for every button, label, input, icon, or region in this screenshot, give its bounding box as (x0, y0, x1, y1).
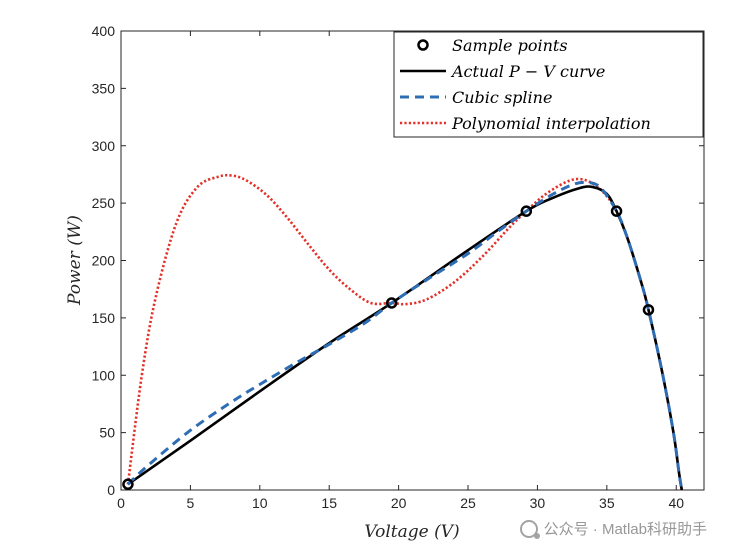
sample-point (385, 297, 398, 309)
x-tick-label: 15 (321, 495, 337, 511)
y-tick-label: 50 (99, 425, 115, 441)
x-axis-ticks: 0 5 10 15 20 25 30 35 40 (117, 31, 684, 511)
x-tick-label: 40 (668, 495, 684, 511)
y-tick-label: 300 (92, 138, 116, 154)
y-tick-label: 150 (92, 310, 116, 326)
x-tick-label: 20 (391, 495, 407, 511)
x-tick-label: 0 (117, 495, 125, 511)
sample-point (520, 205, 533, 217)
y-tick-label: 100 (92, 367, 116, 383)
marker-layer (122, 205, 655, 491)
y-axis-label: Power (W) (65, 215, 85, 306)
x-axis-label: Voltage (V) (364, 522, 459, 542)
y-tick-label: 0 (107, 482, 115, 498)
sample-point (610, 205, 623, 217)
y-tick-label: 200 (92, 253, 116, 269)
sample-point (642, 304, 655, 316)
y-axis-ticks: 0 50 100 150 200 250 300 350 400 (92, 23, 704, 498)
y-tick-label: 400 (92, 23, 116, 39)
x-tick-label: 5 (187, 495, 195, 511)
wechat-icon (519, 519, 540, 539)
series-layer (126, 173, 684, 491)
sample-point (122, 478, 134, 491)
legend-label: Polynomial interpolation (451, 114, 651, 133)
legend-label: Sample points (452, 36, 568, 55)
x-tick-label: 25 (460, 495, 476, 511)
watermark: 公众号 · Matlab科研助手 (519, 518, 707, 539)
legend-label: Cubic spline (452, 88, 552, 107)
legend-label: Actual P − V curve (450, 62, 605, 81)
x-tick-label: 10 (252, 495, 268, 511)
watermark-text: 公众号 · Matlab科研助手 (543, 521, 707, 538)
series-line-cubic-spline (126, 180, 684, 491)
y-tick-label: 250 (92, 195, 116, 211)
x-tick-label: 35 (599, 495, 615, 511)
legend-box (393, 31, 704, 138)
legend: Sample points Actual P − V curve Cubic spl… (393, 31, 704, 138)
x-tick-label: 30 (530, 495, 546, 511)
y-tick-label: 350 (92, 80, 116, 96)
legend-marker-sample-points (417, 39, 429, 51)
